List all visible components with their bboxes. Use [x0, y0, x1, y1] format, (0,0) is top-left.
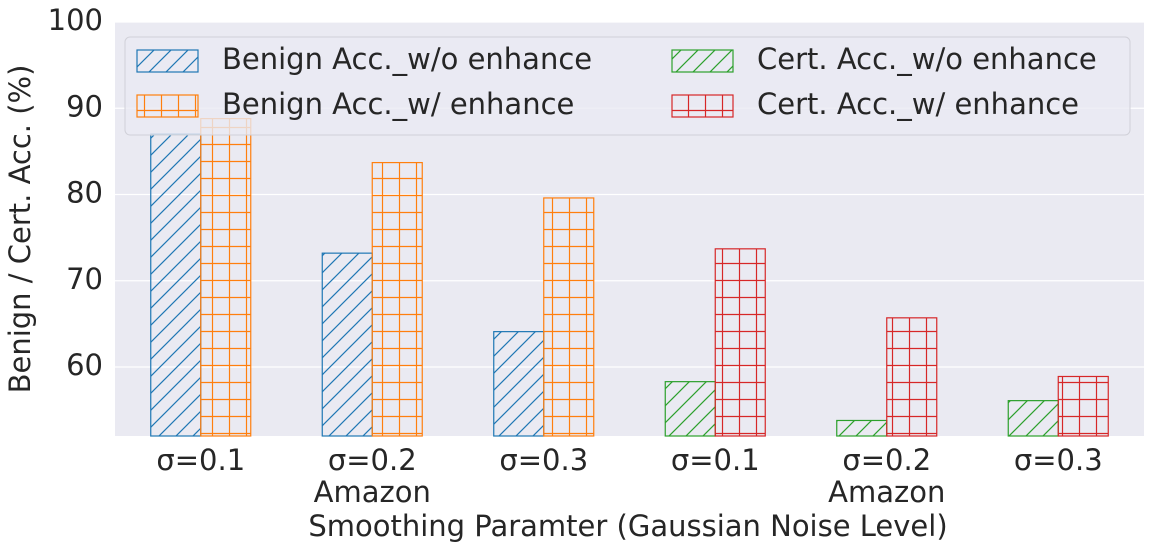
x-tick-label: σ=0.3 — [1014, 443, 1103, 477]
x-axis-label: Smoothing Paramter (Gaussian Noise Level… — [308, 509, 947, 543]
bar — [714, 248, 766, 437]
legend-swatch — [136, 94, 199, 118]
group-label: Amazon — [828, 475, 945, 509]
legend-box — [124, 36, 1131, 136]
y-tick-label: 100 — [48, 3, 103, 37]
legend-label: Benign Acc._w/o enhance — [222, 42, 592, 76]
x-tick-label: σ=0.1 — [156, 443, 245, 477]
y-tick-label: 60 — [66, 348, 103, 382]
bar — [1057, 375, 1109, 437]
y-tick-label: 70 — [66, 262, 103, 296]
bar — [321, 252, 373, 437]
legend-label: Benign Acc._w/ enhance — [222, 87, 574, 121]
x-tick-label: σ=0.1 — [671, 443, 760, 477]
y-tick-label: 90 — [66, 89, 103, 123]
x-tick-label: σ=0.3 — [499, 443, 588, 477]
x-tick-label: σ=0.2 — [328, 443, 417, 477]
bar — [1007, 400, 1059, 437]
legend-swatch — [671, 49, 734, 73]
bar — [886, 317, 938, 437]
bar — [371, 161, 423, 437]
group-label: Amazon — [314, 475, 431, 509]
bar — [543, 197, 595, 437]
bar — [493, 331, 545, 437]
bar — [664, 381, 716, 437]
bar — [836, 419, 888, 437]
legend-label: Cert. Acc._w/o enhance — [757, 42, 1097, 76]
y-tick-label: 80 — [66, 176, 103, 210]
legend-swatch — [136, 49, 199, 73]
y-axis-label: Benign / Cert. Acc. (%) — [3, 65, 37, 394]
x-tick-label: σ=0.2 — [842, 443, 931, 477]
legend-swatch — [671, 94, 734, 118]
bar — [150, 133, 202, 437]
bar — [200, 117, 252, 437]
legend-label: Cert. Acc._w/ enhance — [757, 87, 1079, 121]
